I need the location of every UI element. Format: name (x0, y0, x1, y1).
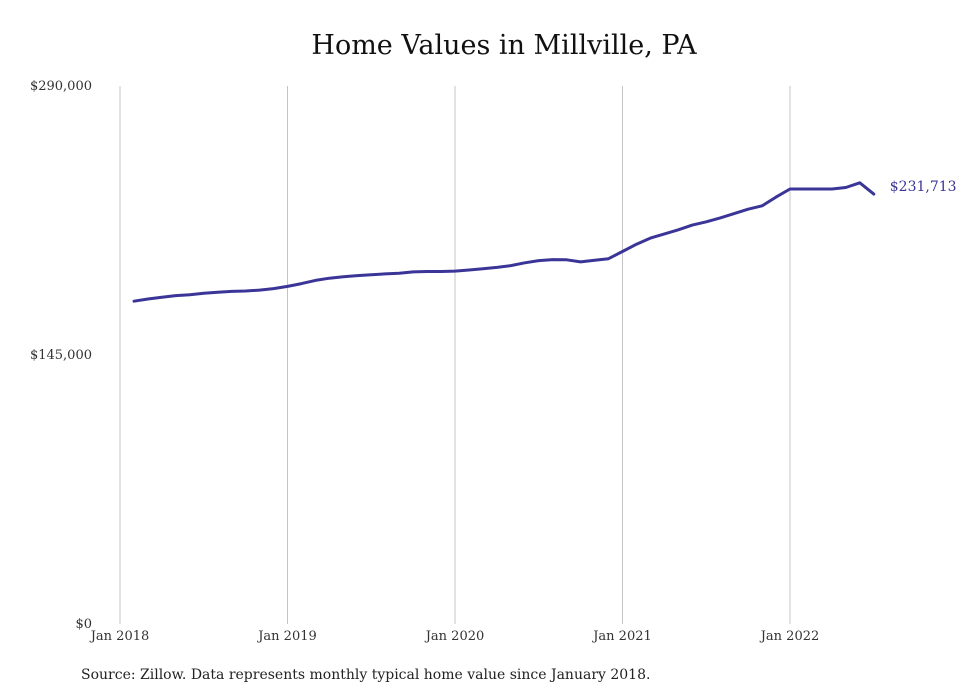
end-value-label: $231,713 (890, 179, 957, 195)
source-note: Source: Zillow. Data represents monthly … (81, 667, 651, 683)
x-tick-label: Jan 2022 (759, 629, 820, 644)
chart-title: Home Values in Millville, PA (311, 30, 697, 61)
y-tick-label: $145,000 (30, 348, 92, 363)
x-tick-label: Jan 2019 (256, 629, 317, 644)
y-tick-label: $290,000 (30, 79, 92, 94)
x-tick-label: Jan 2018 (89, 629, 150, 644)
x-tick-label: Jan 2020 (424, 629, 485, 644)
series-line (132, 181, 876, 303)
y-tick-label: $0 (75, 617, 92, 632)
x-tick-label: Jan 2021 (591, 629, 652, 644)
